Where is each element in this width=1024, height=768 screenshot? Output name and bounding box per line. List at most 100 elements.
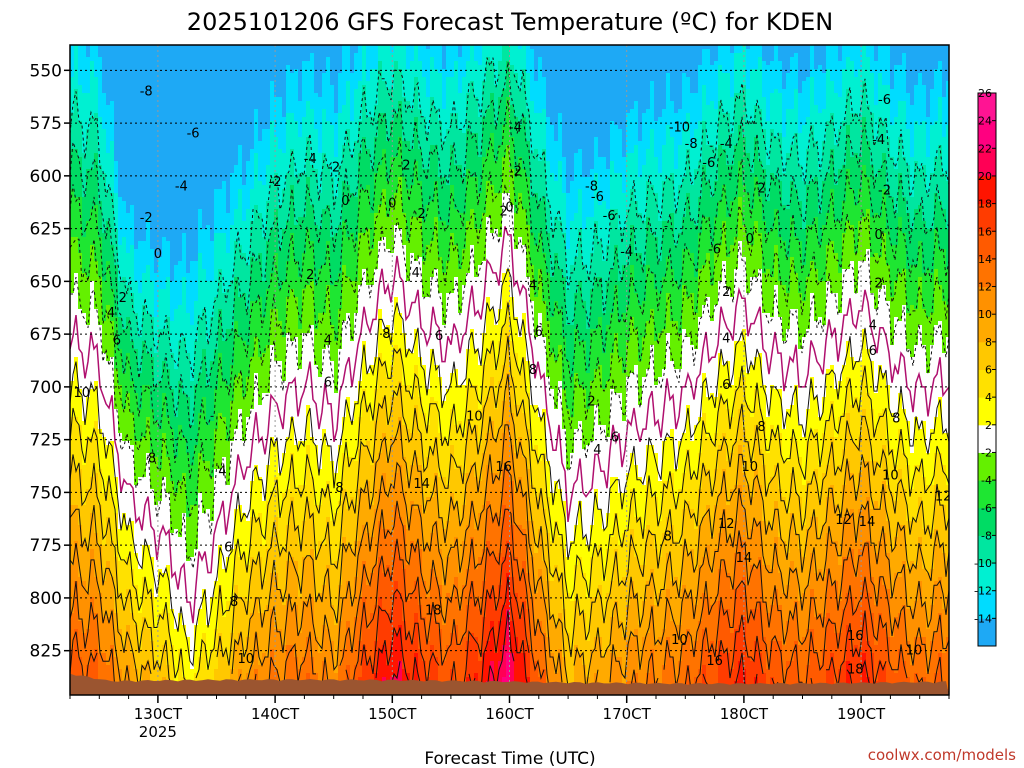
field-cell — [146, 169, 151, 174]
field-cell — [70, 89, 75, 94]
field-cell — [158, 229, 163, 234]
field-cell — [158, 549, 163, 554]
field-cell — [114, 205, 119, 210]
field-cell — [178, 77, 183, 82]
field-cell — [138, 61, 143, 66]
field-cell — [98, 125, 103, 130]
field-cell — [74, 537, 79, 542]
field-cell — [170, 493, 175, 498]
field-cell — [134, 117, 139, 122]
field-cell — [70, 569, 75, 574]
field-cell — [118, 465, 123, 470]
field-cell — [110, 117, 115, 122]
field-cell — [178, 673, 183, 678]
field-cell — [114, 537, 119, 542]
field-cell — [78, 589, 83, 594]
field-cell — [134, 597, 139, 602]
field-cell — [118, 661, 123, 666]
field-cell — [106, 633, 111, 638]
field-cell — [190, 429, 195, 434]
field-cell — [122, 125, 127, 130]
field-cell — [86, 161, 91, 166]
field-cell — [130, 473, 135, 478]
field-cell — [110, 413, 115, 418]
field-cell — [122, 657, 127, 662]
field-cell — [138, 413, 143, 418]
field-cell — [110, 337, 115, 342]
field-cell — [146, 65, 151, 70]
field-cell — [114, 333, 119, 338]
field-cell — [174, 609, 179, 614]
field-cell — [174, 377, 179, 382]
field-cell — [154, 429, 159, 434]
field-cell — [166, 589, 171, 594]
field-cell — [142, 73, 147, 78]
field-cell — [82, 657, 87, 662]
field-cell — [102, 285, 107, 290]
field-cell — [166, 357, 171, 362]
field-cell — [186, 421, 191, 426]
field-cell — [154, 313, 159, 318]
field-cell — [78, 613, 83, 618]
field-cell — [166, 281, 171, 286]
field-cell — [158, 389, 163, 394]
field-cell — [146, 273, 151, 278]
field-cell — [182, 333, 187, 338]
field-cell — [106, 57, 111, 62]
field-cell — [134, 221, 139, 226]
field-cell — [146, 457, 151, 462]
field-cell — [186, 369, 191, 374]
field-cell — [134, 509, 139, 514]
field-cell — [130, 109, 135, 114]
field-cell — [74, 397, 79, 402]
field-cell — [142, 421, 147, 426]
field-cell — [98, 481, 103, 486]
field-cell — [70, 445, 75, 450]
field-cell — [170, 105, 175, 110]
field-cell — [170, 189, 175, 194]
field-cell — [126, 269, 131, 274]
field-cell — [130, 669, 135, 674]
field-cell — [142, 169, 147, 174]
field-cell — [182, 413, 187, 418]
field-cell — [150, 569, 155, 574]
field-cell — [170, 485, 175, 490]
field-cell — [74, 573, 79, 578]
field-cell — [158, 349, 163, 354]
field-cell — [98, 525, 103, 530]
field-cell — [154, 221, 159, 226]
field-cell — [178, 209, 183, 214]
field-cell — [142, 117, 147, 122]
field-cell — [102, 309, 107, 314]
field-cell — [146, 281, 151, 286]
field-cell — [186, 273, 191, 278]
field-cell — [178, 125, 183, 130]
field-cell — [114, 149, 119, 154]
field-cell — [166, 445, 171, 450]
field-cell — [106, 673, 111, 678]
field-cell — [182, 109, 187, 114]
field-cell — [182, 373, 187, 378]
field-cell — [74, 369, 79, 374]
field-cell — [138, 361, 143, 366]
field-cell — [178, 173, 183, 178]
field-cell — [86, 149, 91, 154]
field-cell — [138, 125, 143, 130]
field-cell — [186, 425, 191, 430]
field-cell — [110, 585, 115, 590]
field-cell — [70, 373, 75, 378]
field-cell — [170, 341, 175, 346]
field-cell — [142, 225, 147, 230]
field-cell — [94, 321, 99, 326]
field-cell — [178, 257, 183, 262]
field-cell — [166, 473, 171, 478]
field-cell — [150, 437, 155, 442]
field-cell — [70, 665, 75, 670]
field-cell — [174, 193, 179, 198]
field-cell — [118, 605, 123, 610]
field-cell — [102, 257, 107, 262]
field-cell — [182, 289, 187, 294]
field-cell — [130, 509, 135, 514]
field-cell — [110, 145, 115, 150]
field-cell — [126, 529, 131, 534]
